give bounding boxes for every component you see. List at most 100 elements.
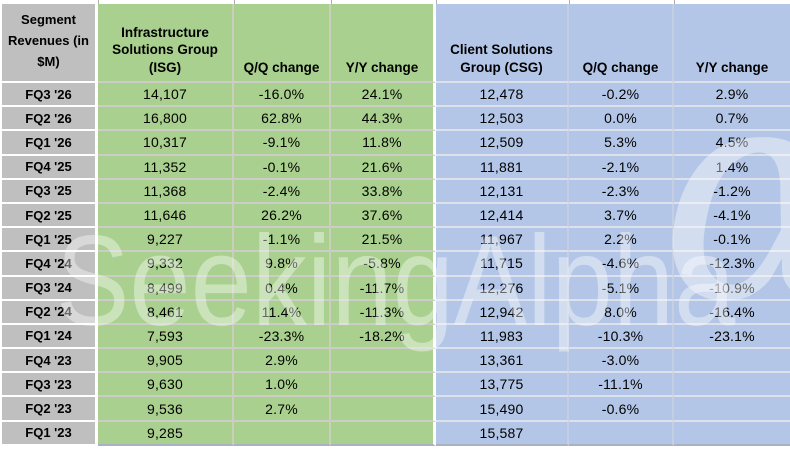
cell-isg-qq-change: -16.0% bbox=[234, 83, 331, 108]
cell-csg-qq-change: 3.7% bbox=[569, 203, 674, 229]
cell-csg-yy-change: -4.1% bbox=[674, 203, 790, 229]
cell-csg-revenue: 11,967 bbox=[436, 228, 569, 253]
cell-csg-qq-change: -2.1% bbox=[569, 155, 674, 180]
cell-csg-qq-change: -3.0% bbox=[569, 349, 674, 374]
cell-isg-yy-change: -18.2% bbox=[331, 324, 436, 350]
cell-isg-yy-change bbox=[331, 373, 436, 398]
cell-isg-qq-change: -2.4% bbox=[234, 179, 331, 204]
cell-csg-revenue: 12,478 bbox=[436, 83, 569, 108]
cell-isg-yy-change: 21.6% bbox=[331, 155, 436, 180]
cell-csg-qq-change: 5.3% bbox=[569, 131, 674, 156]
column-header-csg-qq: Q/Q change bbox=[569, 4, 674, 83]
cell-isg-qq-change: 62.8% bbox=[234, 107, 331, 132]
corner-header-segment-revenues: Segment Revenues (in $M) bbox=[2, 4, 98, 83]
row-label-quarter: FQ4 '25 bbox=[2, 155, 98, 180]
cell-isg-revenue: 14,107 bbox=[98, 83, 234, 108]
column-header-isg: Infrastructure Solutions Group (ISG) bbox=[98, 4, 234, 83]
cell-isg-yy-change: 24.1% bbox=[331, 83, 436, 108]
cell-csg-yy-change: -10.9% bbox=[674, 276, 790, 301]
cell-isg-revenue: 11,368 bbox=[98, 179, 234, 204]
cell-csg-yy-change: -12.3% bbox=[674, 252, 790, 277]
cell-csg-yy-change: 1.4% bbox=[674, 155, 790, 180]
row-label-quarter: FQ2 '24 bbox=[2, 300, 98, 325]
cell-isg-yy-change: 33.8% bbox=[331, 179, 436, 204]
cell-csg-qq-change: -0.6% bbox=[569, 397, 674, 422]
cell-isg-yy-change bbox=[331, 349, 436, 374]
cell-isg-yy-change bbox=[331, 421, 436, 446]
cell-csg-qq-change: -4.6% bbox=[569, 252, 674, 277]
cell-isg-qq-change: 1.0% bbox=[234, 373, 331, 398]
row-label-quarter: FQ4 '24 bbox=[2, 252, 98, 277]
cell-isg-revenue: 11,646 bbox=[98, 203, 234, 229]
cell-csg-qq-change: -11.1% bbox=[569, 373, 674, 398]
cell-isg-revenue: 10,317 bbox=[98, 131, 234, 156]
cell-isg-yy-change bbox=[331, 397, 436, 422]
cell-isg-revenue: 9,227 bbox=[98, 228, 234, 253]
cell-isg-qq-change: -1.1% bbox=[234, 228, 331, 253]
cell-isg-yy-change: 11.8% bbox=[331, 131, 436, 156]
gridline-tick bbox=[674, 0, 675, 4]
cell-isg-revenue: 8,499 bbox=[98, 276, 234, 301]
cell-csg-yy-change: -0.1% bbox=[674, 228, 790, 253]
cell-isg-qq-change: 2.9% bbox=[234, 349, 331, 374]
row-label-quarter: FQ4 '23 bbox=[2, 349, 98, 374]
cell-csg-revenue: 13,361 bbox=[436, 349, 569, 374]
cell-isg-yy-change: 21.5% bbox=[331, 228, 436, 253]
row-label-quarter: FQ1 '23 bbox=[2, 421, 98, 446]
cell-isg-revenue: 16,800 bbox=[98, 107, 234, 132]
cell-isg-revenue: 11,352 bbox=[98, 155, 234, 180]
cell-csg-qq-change bbox=[569, 421, 674, 446]
cell-csg-qq-change: 0.0% bbox=[569, 107, 674, 132]
cell-csg-qq-change: 2.2% bbox=[569, 228, 674, 253]
cell-isg-yy-change: -11.3% bbox=[331, 300, 436, 325]
cell-isg-revenue: 9,905 bbox=[98, 349, 234, 374]
cell-csg-revenue: 13,775 bbox=[436, 373, 569, 398]
cell-csg-yy-change bbox=[674, 397, 790, 422]
cell-isg-revenue: 9,285 bbox=[98, 421, 234, 446]
column-header-isg-yy: Y/Y change bbox=[331, 4, 436, 83]
row-label-quarter: FQ1 '26 bbox=[2, 131, 98, 156]
row-label-quarter: FQ1 '24 bbox=[2, 324, 98, 350]
cell-csg-qq-change: -10.3% bbox=[569, 324, 674, 350]
cell-csg-qq-change: -2.3% bbox=[569, 179, 674, 204]
cell-csg-yy-change: -16.4% bbox=[674, 300, 790, 325]
cell-isg-qq-change: 9.8% bbox=[234, 252, 331, 277]
row-label-quarter: FQ3 '26 bbox=[2, 83, 98, 108]
cell-isg-yy-change: -11.7% bbox=[331, 276, 436, 301]
row-label-quarter: FQ1 '25 bbox=[2, 228, 98, 253]
cell-csg-revenue: 12,509 bbox=[436, 131, 569, 156]
row-label-quarter: FQ3 '23 bbox=[2, 373, 98, 398]
cell-csg-yy-change bbox=[674, 373, 790, 398]
cell-csg-yy-change: -23.1% bbox=[674, 324, 790, 350]
cell-csg-qq-change: -5.1% bbox=[569, 276, 674, 301]
cell-isg-qq-change: 11.4% bbox=[234, 300, 331, 325]
column-header-csg: Client Solutions Group (CSG) bbox=[436, 4, 569, 83]
cell-csg-revenue: 12,503 bbox=[436, 107, 569, 132]
column-header-csg-yy: Y/Y change bbox=[674, 4, 790, 83]
gridline-tick bbox=[436, 0, 437, 4]
row-label-quarter: FQ2 '26 bbox=[2, 107, 98, 132]
cell-csg-revenue: 12,942 bbox=[436, 300, 569, 325]
cell-csg-revenue: 12,414 bbox=[436, 203, 569, 229]
cell-csg-qq-change: -0.2% bbox=[569, 83, 674, 108]
cell-csg-yy-change: -1.2% bbox=[674, 179, 790, 204]
cell-isg-yy-change: 44.3% bbox=[331, 107, 436, 132]
cell-csg-revenue: 11,715 bbox=[436, 252, 569, 277]
cell-isg-qq-change: 2.7% bbox=[234, 397, 331, 422]
cell-isg-revenue: 7,593 bbox=[98, 324, 234, 350]
cell-isg-revenue: 9,536 bbox=[98, 397, 234, 422]
gridline-tick bbox=[569, 0, 570, 4]
cell-isg-qq-change: -23.3% bbox=[234, 324, 331, 350]
row-label-quarter: FQ3 '25 bbox=[2, 179, 98, 204]
cell-isg-yy-change: -5.8% bbox=[331, 252, 436, 277]
cell-isg-qq-change: 0.4% bbox=[234, 276, 331, 301]
cell-csg-revenue: 11,881 bbox=[436, 155, 569, 180]
cell-isg-qq-change bbox=[234, 421, 331, 446]
cell-isg-revenue: 9,332 bbox=[98, 252, 234, 277]
cell-csg-revenue: 12,276 bbox=[436, 276, 569, 301]
cell-isg-qq-change: 26.2% bbox=[234, 203, 331, 229]
cell-csg-qq-change: 8.0% bbox=[569, 300, 674, 325]
cell-isg-revenue: 9,630 bbox=[98, 373, 234, 398]
cell-csg-revenue: 12,131 bbox=[436, 179, 569, 204]
